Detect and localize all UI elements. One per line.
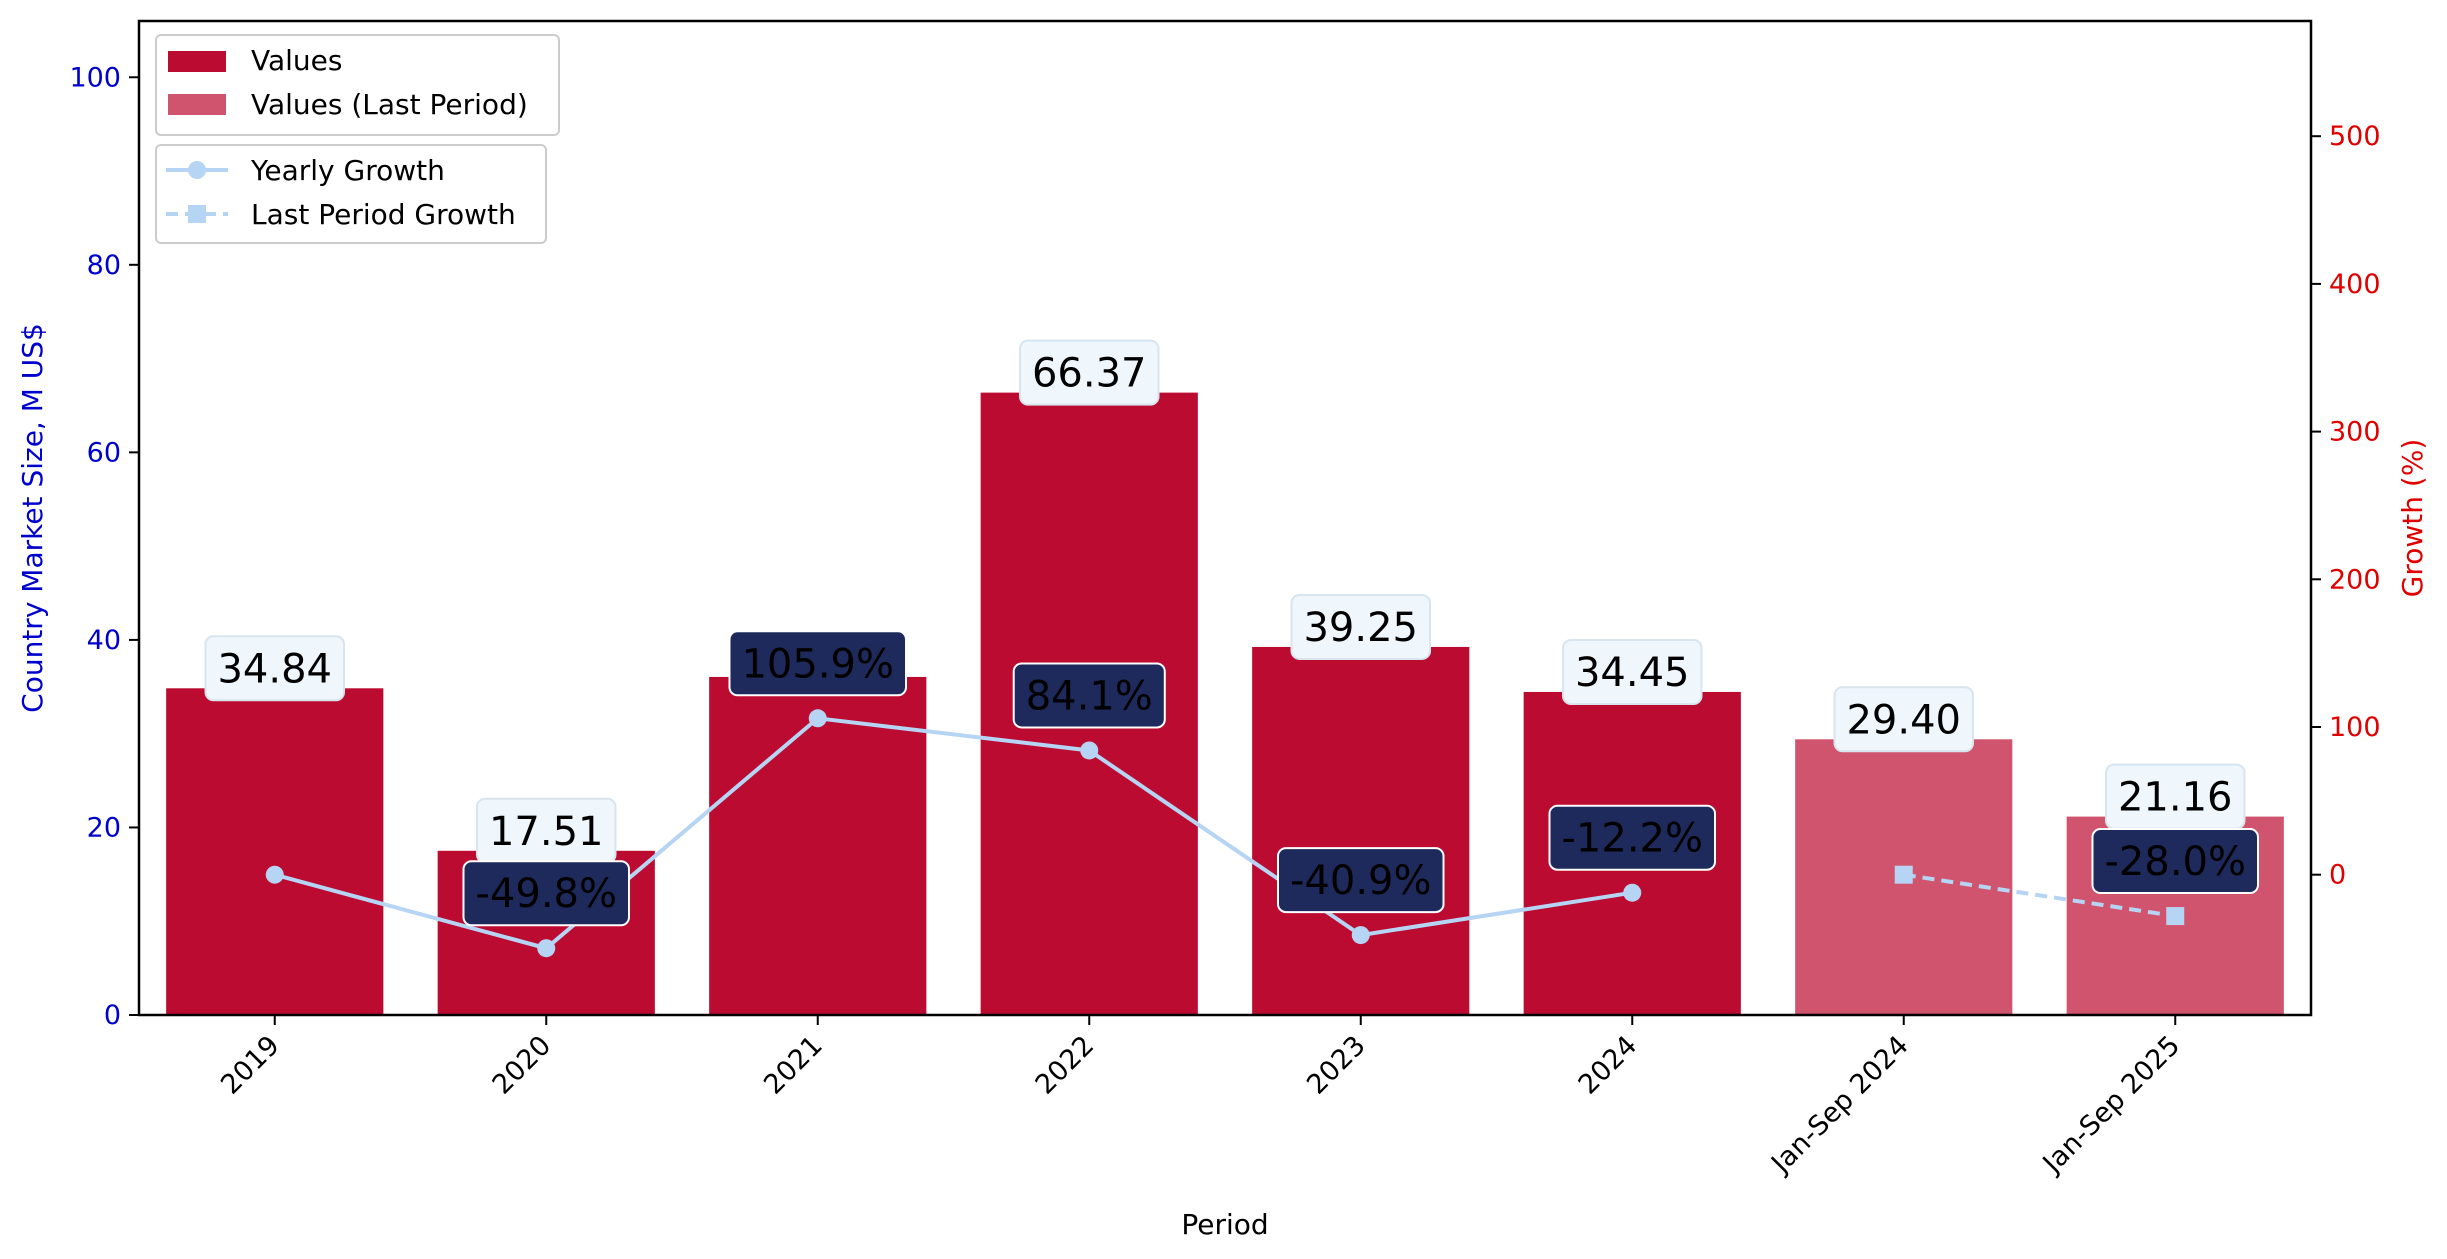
y2-tick-label: 300 <box>2329 417 2381 448</box>
value-label-jan-sep-2024: 29.40 <box>1833 686 1975 753</box>
value-label-2023-text: 39.25 <box>1303 605 1418 651</box>
growth-label-yearly-growth-2020-text: -49.8% <box>475 871 617 917</box>
legend-swatch-values-last-period <box>168 94 226 115</box>
line-yearly-growth <box>274 716 1633 951</box>
marker-last-period-growth-jan-sep-2024 <box>1894 865 1913 884</box>
data-labels-layer: 34.84 17.51 66.37 39.25 34.45 29.40 21.16 -49.8… <box>204 339 2260 927</box>
legend-label-values: Values <box>251 44 342 77</box>
growth-label-last-period-growth-jan-sep-2025: -28.0% <box>2091 828 2260 895</box>
growth-label-yearly-growth-2023: -40.9% <box>1276 847 1445 914</box>
value-label-jan-sep-2024-box <box>1833 686 1975 753</box>
y2-tick-label: 200 <box>2329 564 2381 595</box>
value-label-2020: 17.51 <box>475 797 617 864</box>
line-last-period-growth <box>1903 872 2176 919</box>
y-tick-label: 20 <box>87 812 121 843</box>
marker-yearly-growth-2019 <box>265 865 284 884</box>
value-label-2023-box <box>1290 593 1432 660</box>
y2-axis-title: Growth (%) <box>2396 439 2429 598</box>
growth-label-yearly-growth-2021-box <box>728 630 908 697</box>
y-tick-label: 40 <box>87 625 121 656</box>
y-axis-title: Country Market Size, M US$ <box>16 323 49 713</box>
bar-2021 <box>709 676 927 1015</box>
value-label-2019-text: 34.84 <box>217 646 332 692</box>
growth-label-last-period-growth-jan-sep-2025-text: -28.0% <box>2104 839 2246 885</box>
bar-2019 <box>166 688 384 1015</box>
y-tick-label: 0 <box>104 1000 121 1031</box>
y-tick-label: 60 <box>87 437 121 468</box>
legend-lines-frame <box>155 144 547 244</box>
x-axis-title: Period <box>1181 1208 1268 1241</box>
marker-yearly-growth-2022 <box>1080 741 1099 760</box>
legend-bars: Values Values (Last Period) <box>155 34 560 136</box>
y2-tick-label: 0 <box>2329 860 2346 891</box>
growth-label-yearly-growth-2023-text: -40.9% <box>1290 858 1432 904</box>
legend-marker-yearly-growth <box>188 161 206 179</box>
legend-lines: Yearly Growth Last Period Growth <box>155 144 547 244</box>
value-label-2022-box <box>1018 339 1160 406</box>
legend-label-yearly-growth: Yearly Growth <box>250 154 445 187</box>
legend-bars-frame <box>155 34 560 136</box>
marker-yearly-growth-2021 <box>808 709 827 728</box>
bar-2023 <box>1252 646 1470 1015</box>
value-label-jan-sep-2025: 21.16 <box>2104 763 2246 830</box>
y-tick-label: 80 <box>87 250 121 281</box>
legend-swatch-values <box>168 51 226 72</box>
value-label-2024: 34.45 <box>1561 638 1703 705</box>
value-label-2022-text: 66.37 <box>1032 351 1147 397</box>
legend-label-last-period-growth: Last Period Growth <box>251 198 516 231</box>
y2-tick-label: 100 <box>2329 712 2381 743</box>
growth-lines-layer <box>265 709 2185 958</box>
marker-yearly-growth-2020 <box>537 939 556 958</box>
legend-marker-last-period-growth <box>188 205 206 223</box>
marker-last-period-growth-jan-sep-2025 <box>2166 907 2185 926</box>
value-label-jan-sep-2025-text: 21.16 <box>2118 775 2233 821</box>
value-label-2022: 66.37 <box>1018 339 1160 406</box>
value-label-2019: 34.84 <box>204 635 346 702</box>
growth-label-yearly-growth-2024-text: -12.2% <box>1561 816 1703 862</box>
value-label-2020-text: 17.51 <box>489 809 604 855</box>
y-tick-label: 100 <box>69 62 121 93</box>
value-label-2024-text: 34.45 <box>1575 650 1690 696</box>
growth-label-yearly-growth-2020: -49.8% <box>462 860 631 927</box>
growth-label-yearly-growth-2022-box <box>1012 662 1166 729</box>
value-label-2023: 39.25 <box>1290 593 1432 660</box>
marker-yearly-growth-2024 <box>1623 883 1642 902</box>
y2-tick-label: 500 <box>2329 121 2381 152</box>
growth-label-yearly-growth-2023-box <box>1276 847 1445 914</box>
legend-label-values-last-period: Values (Last Period) <box>251 88 528 121</box>
growth-label-yearly-growth-2021-text: 105.9% <box>741 641 894 687</box>
growth-label-last-period-growth-jan-sep-2025-box <box>2091 828 2260 895</box>
marker-yearly-growth-2023 <box>1351 926 1370 945</box>
y2-tick-label: 400 <box>2329 269 2381 300</box>
growth-label-yearly-growth-2020-box <box>462 860 631 927</box>
plot-frame <box>137 19 2313 1017</box>
value-label-2019-box <box>204 635 346 702</box>
growth-label-yearly-growth-2022: 84.1% <box>1012 662 1166 729</box>
growth-label-yearly-growth-2021: 105.9% <box>728 630 908 697</box>
value-label-jan-sep-2024-text: 29.40 <box>1846 697 1961 743</box>
growth-label-yearly-growth-2024: -12.2% <box>1548 804 1717 871</box>
growth-label-yearly-growth-2022-text: 84.1% <box>1026 673 1153 719</box>
growth-label-yearly-growth-2024-box <box>1548 804 1717 871</box>
value-label-2024-box <box>1561 638 1703 705</box>
